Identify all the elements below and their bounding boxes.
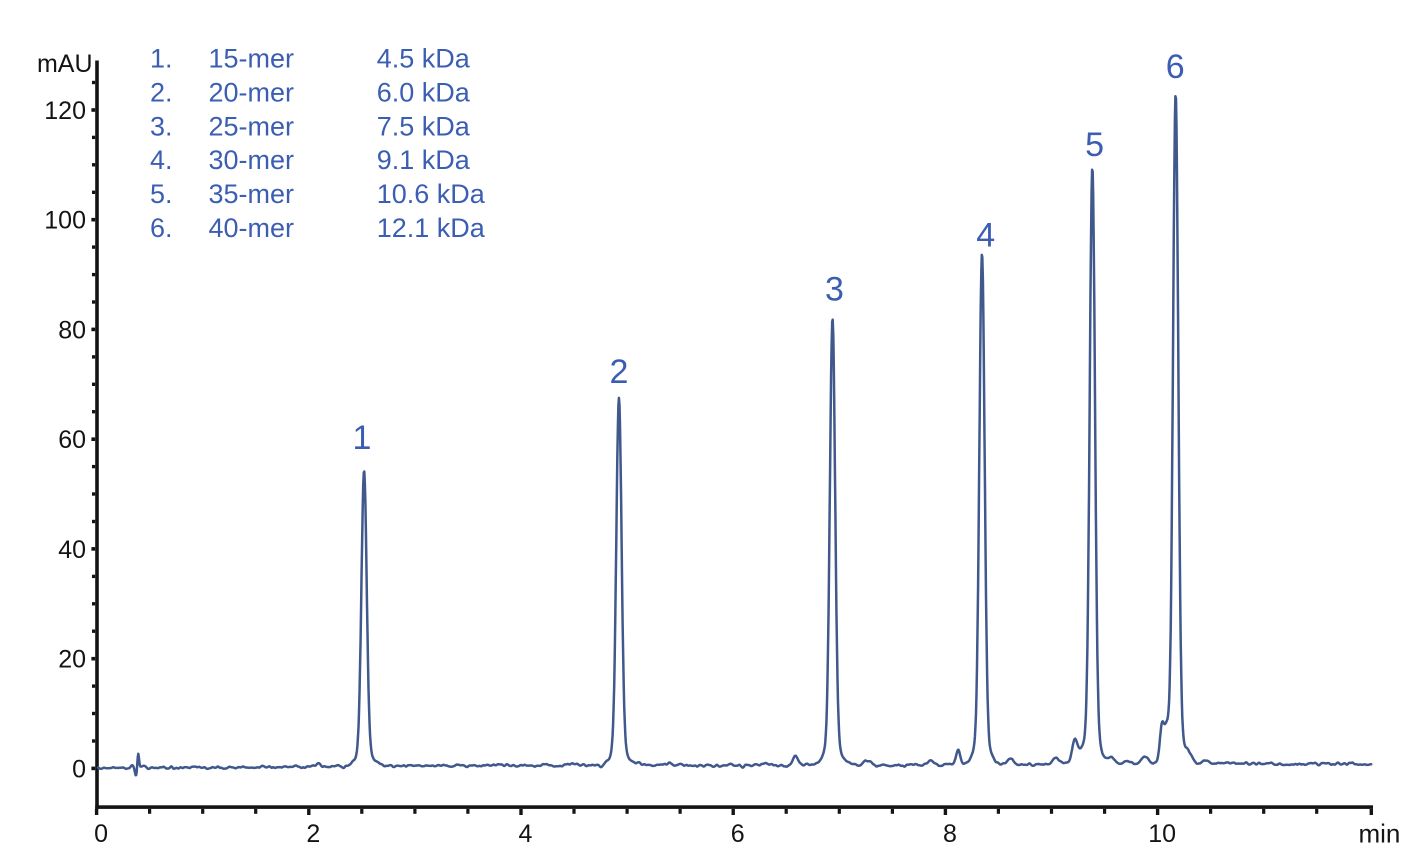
svg-text:20-mer: 20-mer xyxy=(209,77,295,107)
svg-text:0: 0 xyxy=(72,755,86,783)
svg-text:4: 4 xyxy=(519,820,533,848)
svg-text:2.: 2. xyxy=(150,77,173,107)
svg-text:15-mer: 15-mer xyxy=(209,44,295,74)
svg-text:4: 4 xyxy=(976,217,995,255)
svg-text:6: 6 xyxy=(1166,48,1185,86)
svg-text:100: 100 xyxy=(44,207,86,235)
svg-text:25-mer: 25-mer xyxy=(209,111,295,141)
svg-text:3.: 3. xyxy=(150,111,173,141)
svg-text:60: 60 xyxy=(58,426,86,454)
svg-text:5.: 5. xyxy=(150,179,173,209)
svg-text:6.0 kDa: 6.0 kDa xyxy=(377,77,471,107)
svg-text:35-mer: 35-mer xyxy=(209,179,295,209)
svg-text:6.: 6. xyxy=(150,213,173,243)
svg-text:120: 120 xyxy=(44,97,86,125)
svg-text:1: 1 xyxy=(353,419,372,457)
svg-text:2: 2 xyxy=(610,353,629,391)
svg-text:30-mer: 30-mer xyxy=(209,145,295,175)
svg-text:1.: 1. xyxy=(150,44,173,74)
svg-text:2: 2 xyxy=(306,820,320,848)
svg-text:8: 8 xyxy=(943,820,957,848)
svg-text:6: 6 xyxy=(731,820,745,848)
svg-text:0: 0 xyxy=(94,820,108,848)
svg-text:10: 10 xyxy=(1148,820,1176,848)
svg-text:4.5 kDa: 4.5 kDa xyxy=(377,44,471,74)
svg-text:min: min xyxy=(1359,819,1401,849)
svg-text:40-mer: 40-mer xyxy=(209,213,295,243)
svg-text:9.1 kDa: 9.1 kDa xyxy=(377,145,471,175)
svg-text:7.5 kDa: 7.5 kDa xyxy=(377,111,471,141)
svg-text:20: 20 xyxy=(58,646,86,674)
svg-text:5: 5 xyxy=(1085,126,1104,164)
svg-text:4.: 4. xyxy=(150,145,173,175)
svg-text:12.1 kDa: 12.1 kDa xyxy=(377,213,486,243)
svg-text:10.6 kDa: 10.6 kDa xyxy=(377,179,486,209)
svg-text:40: 40 xyxy=(58,536,86,564)
svg-text:mAU: mAU xyxy=(37,50,93,78)
svg-text:80: 80 xyxy=(58,316,86,344)
svg-text:3: 3 xyxy=(825,270,844,308)
